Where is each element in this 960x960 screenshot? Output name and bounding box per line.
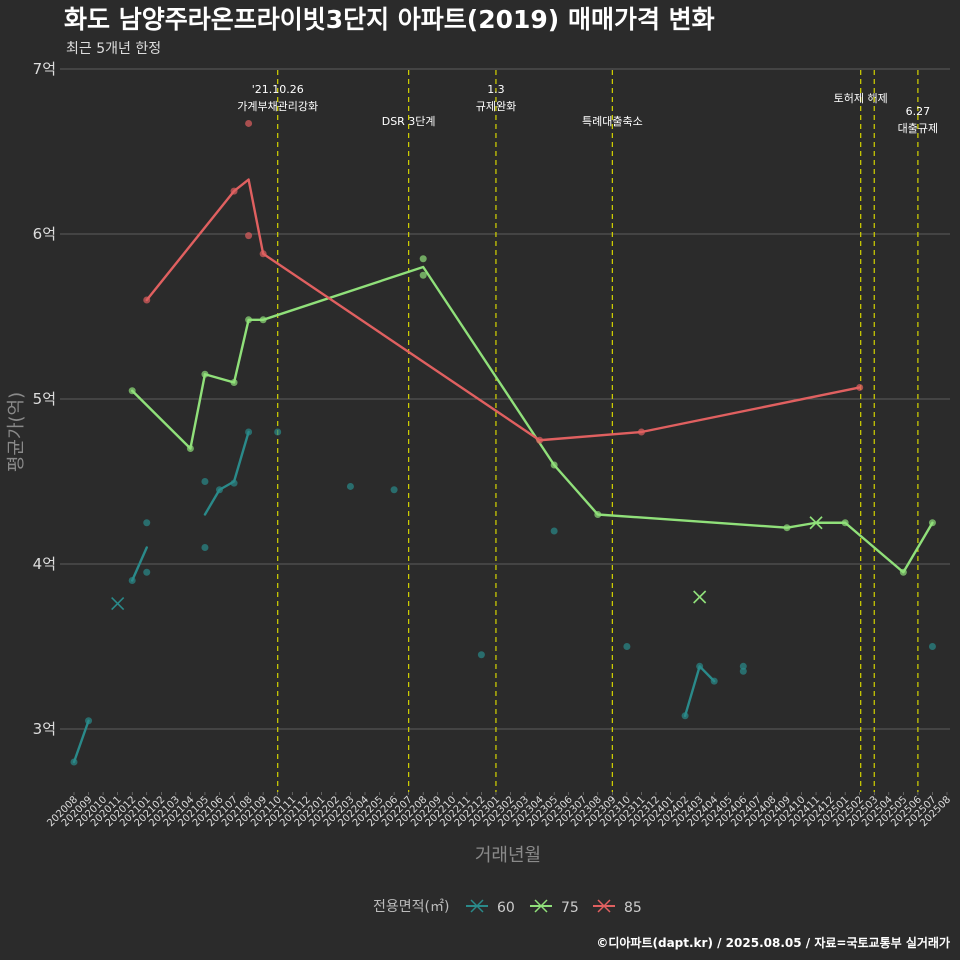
line-75-0 xyxy=(130,265,934,574)
point-60-14 xyxy=(550,527,558,535)
point-60-19 xyxy=(739,667,747,675)
cross-stroke-b xyxy=(111,597,125,611)
legend-label-60: 60 xyxy=(497,900,515,916)
point-60-15 xyxy=(623,643,631,650)
legend-title: 전용면적(㎡) xyxy=(373,899,449,915)
cross-stroke-b xyxy=(693,590,707,604)
series-85 xyxy=(143,119,864,444)
y-tick-label-4: 4억 xyxy=(33,555,56,573)
line-60-3 xyxy=(683,665,716,717)
legend-label-85: 85 xyxy=(624,900,642,916)
y-tick-label-3: 3억 xyxy=(33,720,56,738)
event-label-0-0: '21.10.26 xyxy=(252,83,304,96)
cross-stroke-b xyxy=(809,516,823,530)
event-label-1-0: DSR 3단계 xyxy=(382,115,436,128)
legend-item-85: 85 xyxy=(593,899,642,916)
series-75 xyxy=(128,255,936,604)
legend-cross-b-60 xyxy=(470,899,484,913)
legend-item-60: 60 xyxy=(466,899,515,916)
point-75-6 xyxy=(419,255,427,263)
y-axis-ticks: 3억 4억 5억 6억 7억 xyxy=(33,60,56,738)
line-60-2 xyxy=(203,430,250,516)
event-label-4-0: 토허제 해제 xyxy=(834,91,888,105)
point-60-13 xyxy=(477,651,485,659)
cross-marker-75-1 xyxy=(809,516,823,530)
point-60-20 xyxy=(739,662,747,670)
y-tick-label-6: 6억 xyxy=(33,225,56,243)
cross-marker-60-0 xyxy=(111,597,125,611)
series-60 xyxy=(70,428,936,766)
cross-marker-75-0 xyxy=(693,590,707,604)
legend-label-75: 75 xyxy=(561,900,579,916)
line-60-1 xyxy=(130,546,148,582)
y-axis-label: 평균가(억) xyxy=(6,392,27,472)
series-layer xyxy=(70,119,936,766)
legend-cross-b-85 xyxy=(597,899,611,913)
y-tick-label-7: 7억 xyxy=(33,60,56,78)
point-60-21 xyxy=(928,643,936,650)
legend: 전용면적(㎡) 60 75 85 xyxy=(373,899,642,916)
event-label-6-1: 대출규제 xyxy=(898,122,938,135)
point-60-6 xyxy=(201,544,209,551)
legend-item-75: 75 xyxy=(530,899,579,916)
legend-cross-b-75 xyxy=(534,899,548,913)
point-85-3 xyxy=(245,232,253,240)
point-75-7 xyxy=(419,271,427,279)
event-label-6-0: 6.27 xyxy=(906,105,931,118)
event-label-2-0: 1.3 xyxy=(487,83,505,96)
point-60-3 xyxy=(143,519,151,527)
point-60-10 xyxy=(274,428,282,436)
chart-subtitle: 최근 5개년 한정 xyxy=(66,41,161,57)
event-label-3-0: 특례대출축소 xyxy=(582,115,643,128)
source-caption: ©디아파트(dapt.kr) / 2025.08.05 / 자료=국토교통부 실… xyxy=(596,935,950,950)
line-60-0 xyxy=(72,719,90,764)
event-label-2-1: 규제완화 xyxy=(476,100,516,113)
event-label-0-1: 가계부채관리강화 xyxy=(237,100,318,113)
point-60-11 xyxy=(346,482,354,490)
point-60-12 xyxy=(390,486,398,494)
y-tick-label-5: 5억 xyxy=(33,390,56,408)
point-85-2 xyxy=(245,119,253,127)
chart-title: 화도 남양주라온프라이빗3단지 아파트(2019) 매매가격 변화 xyxy=(64,5,715,34)
point-60-5 xyxy=(201,478,209,485)
line-85-0 xyxy=(145,178,861,442)
point-60-4 xyxy=(143,568,151,576)
x-axis-label: 거래년월 xyxy=(475,845,541,866)
